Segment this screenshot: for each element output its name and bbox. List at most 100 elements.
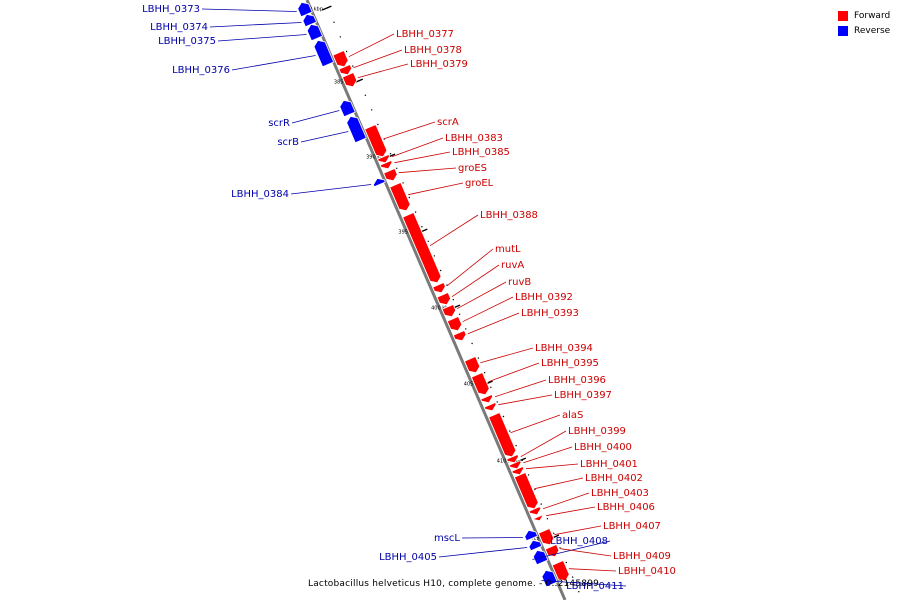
label-leader-line xyxy=(447,248,494,287)
gene-feature[interactable] xyxy=(432,281,446,294)
gene-label[interactable]: alaS xyxy=(562,410,583,421)
gene-feature[interactable] xyxy=(402,211,442,284)
gene-label[interactable]: LBHH_0376 xyxy=(172,65,230,76)
minor-tick-dot xyxy=(377,123,379,126)
gene-label[interactable]: ruvB xyxy=(508,277,531,288)
gene-label[interactable]: groEL xyxy=(465,178,494,189)
minor-tick-dot xyxy=(565,561,567,564)
gene-label[interactable]: LBHH_0408 xyxy=(550,536,608,547)
gene-feature[interactable] xyxy=(379,159,393,170)
gene-label[interactable]: scrR xyxy=(268,118,290,129)
label-leader-line xyxy=(467,312,520,335)
minor-tick-dot xyxy=(452,299,454,301)
gene-label[interactable]: LBHH_0383 xyxy=(445,133,503,144)
label-leader-line xyxy=(498,394,553,406)
gene-label[interactable]: mutL xyxy=(495,244,521,255)
label-leader-line xyxy=(534,477,584,490)
gene-feature[interactable] xyxy=(528,505,542,516)
gene-feature[interactable] xyxy=(524,529,539,542)
gene-feature[interactable] xyxy=(389,181,411,212)
gene-feature[interactable] xyxy=(341,71,358,88)
forward-swatch xyxy=(838,10,848,21)
gene-label[interactable]: LBHH_0379 xyxy=(410,59,468,70)
gene-feature[interactable] xyxy=(506,453,519,464)
label-leader-line xyxy=(523,446,573,464)
gene-feature[interactable] xyxy=(531,513,545,522)
gene-label[interactable]: LBHH_0411 xyxy=(566,581,624,592)
gene-feature[interactable] xyxy=(313,39,335,68)
minor-tick-dot xyxy=(333,21,335,23)
label-leader-line xyxy=(560,548,612,557)
gene-feature[interactable] xyxy=(551,559,570,582)
gene-feature[interactable] xyxy=(436,291,452,306)
gene-feature[interactable] xyxy=(513,471,539,510)
gene-label[interactable]: LBHH_0384 xyxy=(231,189,289,200)
gene-feature[interactable] xyxy=(332,49,349,68)
label-leader-line xyxy=(391,137,444,158)
minor-tick-dot xyxy=(496,401,498,403)
gene-label[interactable]: scrA xyxy=(437,117,459,128)
gene-label[interactable]: LBHH_0394 xyxy=(535,343,593,354)
legend-forward: Forward xyxy=(838,8,890,23)
gene-feature[interactable] xyxy=(346,115,367,144)
minor-tick-dot xyxy=(578,591,580,593)
gene-label[interactable]: LBHH_0385 xyxy=(452,147,510,158)
gene-label[interactable]: LBHH_0395 xyxy=(541,358,599,369)
gene-feature[interactable] xyxy=(441,303,457,318)
map-caption: Lactobacillus helveticus H10, complete g… xyxy=(308,579,600,589)
gene-feature[interactable] xyxy=(339,99,356,118)
gene-label[interactable]: LBHH_0406 xyxy=(597,502,655,513)
gene-label[interactable]: mscL xyxy=(434,533,460,544)
gene-feature[interactable] xyxy=(306,23,324,42)
gene-feature[interactable] xyxy=(480,393,494,404)
gene-feature[interactable] xyxy=(541,569,558,588)
gene-feature[interactable] xyxy=(483,401,497,412)
gene-feature[interactable] xyxy=(470,371,490,396)
gene-label[interactable]: LBHH_0400 xyxy=(574,442,632,453)
gene-label[interactable]: LBHH_0409 xyxy=(613,551,671,562)
gene-label[interactable]: LBHH_0405 xyxy=(379,552,437,563)
gene-label[interactable]: LBHH_0374 xyxy=(150,22,208,33)
gene-label[interactable]: scrB xyxy=(277,137,299,148)
gene-feature[interactable] xyxy=(463,355,481,374)
gene-label[interactable]: LBHH_0373 xyxy=(142,4,200,15)
gene-label[interactable]: LBHH_0375 xyxy=(158,36,216,47)
gene-feature[interactable] xyxy=(508,459,522,470)
gene-label[interactable]: LBHH_0401 xyxy=(580,459,638,470)
legend-forward-label: Forward xyxy=(854,10,891,21)
minor-tick-dot xyxy=(345,50,348,53)
gene-label[interactable]: ruvA xyxy=(501,260,524,271)
gene-label[interactable]: LBHH_0378 xyxy=(404,45,462,56)
gene-feature[interactable] xyxy=(537,527,555,546)
gene-label[interactable]: LBHH_0399 xyxy=(568,426,626,437)
gene-feature[interactable] xyxy=(446,315,463,332)
tick-label: 385 kbp xyxy=(334,80,354,86)
gene-label[interactable]: LBHH_0393 xyxy=(521,308,579,319)
gene-label[interactable]: LBHH_0396 xyxy=(548,375,606,386)
gene-label[interactable]: LBHH_0410 xyxy=(618,566,676,577)
gene-label[interactable]: LBHH_0402 xyxy=(585,473,643,484)
gene-feature[interactable] xyxy=(377,153,390,164)
gene-feature[interactable] xyxy=(372,177,386,188)
gene-label[interactable]: LBHH_0407 xyxy=(603,521,661,532)
gene-label[interactable]: LBHH_0377 xyxy=(396,29,454,40)
gene-label[interactable]: LBHH_0392 xyxy=(515,292,573,303)
gene-label[interactable]: LBHH_0397 xyxy=(554,390,612,401)
gene-feature[interactable] xyxy=(383,167,398,182)
tick-label: 400 kbp xyxy=(431,306,451,312)
gene-feature[interactable] xyxy=(528,539,543,552)
minor-tick-dot xyxy=(402,182,404,184)
gene-feature[interactable] xyxy=(488,411,517,458)
gene-label[interactable]: LBHH_0388 xyxy=(480,210,538,221)
gene-feature[interactable] xyxy=(452,329,467,342)
gene-label[interactable]: groES xyxy=(458,163,487,174)
label-leader-line xyxy=(542,492,590,510)
minor-tick-dot xyxy=(371,109,373,111)
gene-feature[interactable] xyxy=(338,63,353,76)
gene-feature[interactable] xyxy=(511,465,525,476)
gene-label[interactable]: LBHH_0403 xyxy=(591,488,649,499)
label-leader-line xyxy=(480,347,534,364)
minor-tick-dot xyxy=(465,328,467,330)
minor-tick-dot xyxy=(477,357,480,359)
gene-feature[interactable] xyxy=(364,123,388,158)
